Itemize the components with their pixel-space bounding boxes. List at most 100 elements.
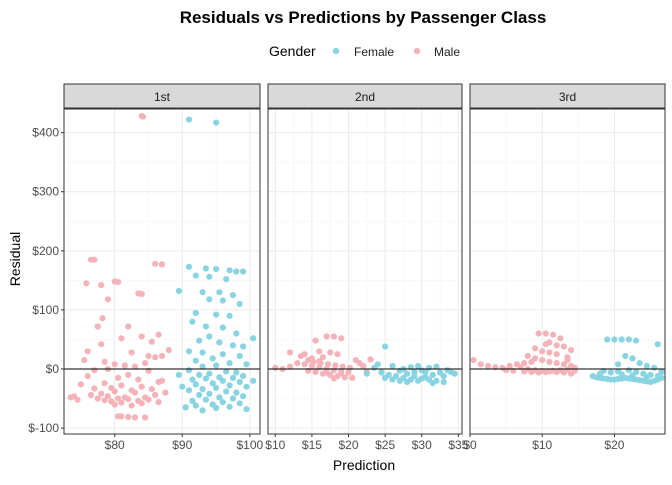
data-point (272, 364, 279, 371)
data-point (229, 374, 237, 381)
series-male (470, 330, 578, 377)
data-point (422, 374, 429, 381)
data-point (367, 356, 374, 363)
data-point (286, 349, 294, 356)
data-point (206, 390, 213, 397)
data-point (319, 354, 326, 361)
data-point (192, 381, 199, 388)
data-point (223, 276, 230, 283)
data-point (229, 395, 237, 402)
data-point (542, 368, 549, 376)
facet-panel-2nd: 2nd $10 $15 $20 $25 $30 $35 (265, 83, 469, 452)
data-point (209, 380, 216, 387)
data-point (389, 376, 396, 383)
data-point (654, 373, 661, 380)
data-point (138, 290, 145, 298)
data-point (158, 261, 166, 268)
data-point (219, 351, 226, 358)
data-point (542, 330, 549, 337)
data-point (125, 396, 132, 403)
facet-panels: 1st $80 $90 $100 $-100 $0 $100 $200 $300 $400 2nd $… (28, 83, 666, 452)
data-point (236, 300, 243, 308)
x-tick-label: $30 (412, 438, 432, 452)
data-point (162, 389, 169, 396)
data-point (352, 357, 359, 364)
x-axis-label: Prediction (333, 457, 395, 473)
data-point (240, 343, 247, 350)
x-tick-label: $10 (265, 438, 285, 452)
y-tick-label: $400 (32, 126, 59, 140)
data-point (145, 352, 152, 360)
data-point (115, 374, 122, 381)
data-point (74, 396, 81, 403)
data-point (557, 367, 564, 374)
data-point (158, 352, 166, 360)
data-point (125, 371, 132, 378)
legend-title: Gender (269, 43, 316, 59)
x-tick-label: $100 (237, 438, 264, 452)
data-point (138, 400, 145, 407)
data-point (564, 366, 571, 373)
data-point (236, 352, 243, 360)
data-point (243, 361, 250, 368)
x-tick-label: $35 (448, 438, 468, 452)
chart-title: Residuals vs Predictions by Passenger Cl… (180, 8, 547, 27)
data-point (77, 381, 84, 388)
data-point (118, 382, 125, 389)
data-point (223, 388, 230, 395)
x-tick-label: $15 (302, 438, 322, 452)
data-point (213, 384, 220, 391)
data-point (216, 289, 223, 296)
facet-strip-label: 3rd (559, 90, 576, 104)
data-point (202, 323, 209, 330)
data-point (84, 373, 91, 380)
legend-key-female (332, 47, 340, 55)
data-point (196, 391, 203, 399)
data-point (243, 406, 250, 413)
data-point (338, 335, 345, 342)
data-point (84, 348, 91, 355)
data-point (202, 396, 209, 403)
panel-border (267, 108, 463, 435)
data-point (128, 402, 135, 409)
facet-panel-1st: 1st $80 $90 $100 $-100 $0 $100 $200 $300 $400 (28, 83, 264, 452)
data-point (206, 370, 213, 377)
data-point (236, 378, 243, 386)
data-point (429, 371, 436, 378)
data-point (196, 371, 203, 378)
data-point (128, 349, 135, 356)
data-point (429, 380, 436, 387)
data-point (236, 400, 243, 407)
data-point (371, 364, 378, 371)
data-point (622, 352, 629, 360)
data-point (229, 342, 237, 349)
data-point (185, 116, 193, 123)
data-point (131, 414, 139, 421)
data-point (363, 370, 370, 377)
data-point (226, 403, 233, 410)
data-point (382, 343, 389, 350)
data-point (192, 272, 199, 279)
data-point (323, 369, 330, 376)
data-point (382, 374, 389, 381)
data-point (524, 352, 531, 360)
x-tick-label: $90 (172, 438, 192, 452)
data-point (148, 386, 155, 393)
series-female (363, 343, 458, 387)
data-point (196, 337, 203, 344)
data-point (250, 335, 257, 342)
data-point (553, 360, 560, 367)
data-point (152, 391, 159, 399)
data-point (219, 324, 226, 331)
data-point (535, 330, 542, 337)
data-point (470, 357, 477, 364)
data-point (81, 357, 88, 364)
data-point (185, 263, 193, 270)
data-point (192, 402, 199, 409)
data-point (118, 335, 125, 342)
data-point (118, 399, 125, 406)
data-point (531, 355, 539, 362)
data-point (118, 413, 125, 420)
